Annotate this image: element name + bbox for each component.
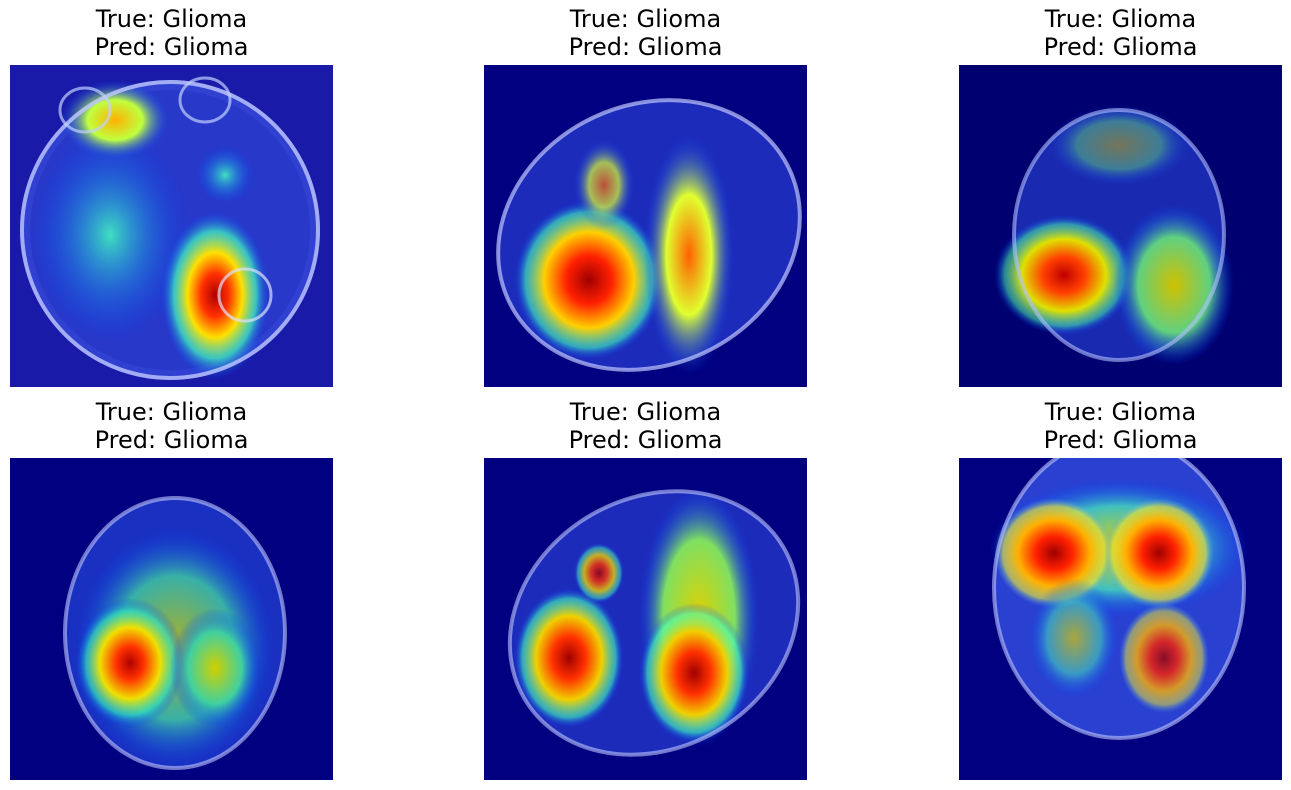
- panel-true-label: True: Glioma: [1044, 5, 1197, 33]
- panel-pred-label: Pred: Glioma: [94, 33, 249, 61]
- panel-true-label: True: Glioma: [1044, 398, 1197, 426]
- gradcam-heatmap-image: [959, 458, 1282, 780]
- gradcam-heatmap-image: [484, 65, 807, 387]
- gradcam-heatmap-image: [10, 458, 333, 780]
- panel-true-label: True: Glioma: [95, 398, 248, 426]
- gradcam-heatmap-image: [484, 458, 807, 780]
- gradcam-heatmap-image: [10, 65, 333, 387]
- panel-true-label: True: Glioma: [569, 5, 722, 33]
- panel-true-label: True: Glioma: [95, 5, 248, 33]
- panel-pred-label: Pred: Glioma: [94, 426, 249, 454]
- panel-pred-label: Pred: Glioma: [568, 426, 723, 454]
- panel-true-label: True: Glioma: [569, 398, 722, 426]
- panel-pred-label: Pred: Glioma: [1043, 33, 1198, 61]
- panel-pred-label: Pred: Glioma: [568, 33, 723, 61]
- gradcam-heatmap-image: [959, 65, 1282, 387]
- panel-pred-label: Pred: Glioma: [1043, 426, 1198, 454]
